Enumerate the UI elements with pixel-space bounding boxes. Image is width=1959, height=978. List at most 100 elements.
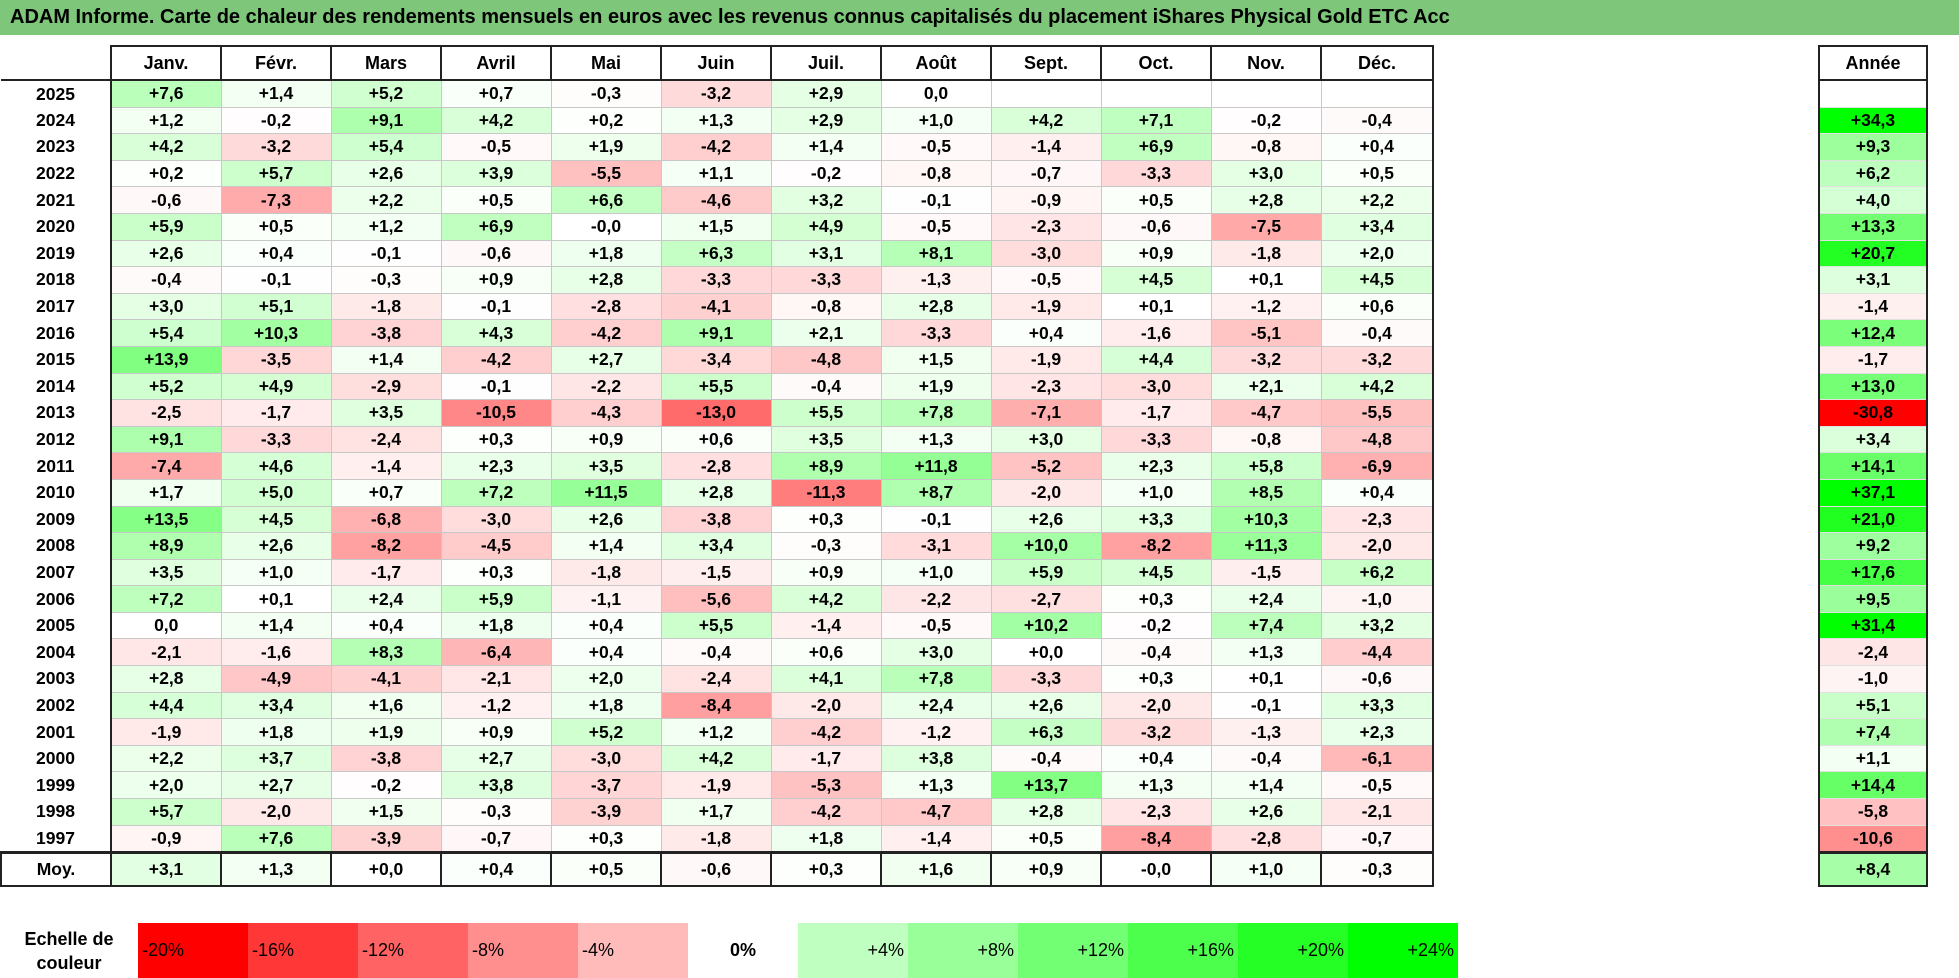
heatmap-cell: +10,3 bbox=[1210, 505, 1322, 534]
month-header: Juin bbox=[660, 45, 772, 81]
heatmap-cell: -7,4 bbox=[110, 452, 222, 480]
heatmap-cell: +4,5 bbox=[220, 505, 332, 534]
heatmap-cell: -3,3 bbox=[1100, 159, 1212, 188]
heatmap-cell: +0,9 bbox=[440, 266, 552, 294]
average-cell: -0,3 bbox=[1320, 851, 1434, 888]
year-row: 2025 +7,6 +1,4 +5,2 +0,7 -0,3 -3,2 +2,9 0,0 bbox=[1, 78, 1434, 108]
heatmap-cell: +2,6 bbox=[990, 505, 1102, 534]
heatmap-cell: -3,0 bbox=[990, 239, 1102, 268]
heatmap-cell: +1,4 bbox=[770, 133, 882, 161]
heatmap-cell: -2,1 bbox=[1320, 798, 1434, 826]
heatmap-cell: +3,5 bbox=[770, 425, 882, 454]
heatmap-cell: +0,5 bbox=[440, 186, 552, 214]
year-label: 2023 bbox=[36, 136, 75, 157]
heatmap-cell: +2,3 bbox=[1320, 718, 1434, 746]
annual-cell: +4,0 bbox=[1818, 186, 1928, 214]
heatmap-cell: +1,3 bbox=[880, 425, 992, 454]
heatmap-cell: -4,2 bbox=[440, 345, 552, 374]
heatmap-cell: -0,5 bbox=[880, 133, 992, 161]
heatmap-cell: -5,6 bbox=[660, 585, 772, 613]
average-cell: -0,0 bbox=[1100, 851, 1212, 888]
heatmap-cell: -1,7 bbox=[1100, 399, 1212, 427]
average-cell: +1,6 bbox=[880, 851, 992, 888]
month-header: Oct. bbox=[1100, 45, 1212, 81]
year-row: 2000 +2,2 +3,7 -3,8 +2,7 -3,0 +4,2 -1,7 +3,8 -0,4… bbox=[1, 744, 1434, 773]
heatmap-cell: -6,8 bbox=[330, 505, 442, 534]
heatmap-cell: +2,8 bbox=[110, 665, 222, 693]
heatmap-cell: +0,4 bbox=[220, 239, 332, 268]
heatmap-cell: +4,2 bbox=[110, 133, 222, 161]
heatmap-cell: +1,0 bbox=[880, 106, 992, 135]
heatmap-cell: -5,2 bbox=[990, 452, 1102, 480]
heatmap-cell: +0,3 bbox=[770, 505, 882, 534]
annual-cell: +9,5 bbox=[1818, 585, 1928, 613]
year-row: 2011 -7,4 +4,6 -1,4 +2,3 +3,5 -2,8 +8,9 +11,8 -5,… bbox=[1, 452, 1434, 480]
heatmap-cell: -0,4 bbox=[1320, 319, 1434, 347]
average-cell: +0,5 bbox=[550, 851, 662, 888]
year-row: 2017 +3,0 +5,1 -1,8 -0,1 -2,8 -4,1 -0,8 +2,8 -1,9… bbox=[1, 292, 1434, 321]
heatmap-cell: -3,2 bbox=[1210, 345, 1322, 374]
heatmap-cell: +1,4 bbox=[220, 78, 332, 108]
year-label: 2022 bbox=[36, 163, 75, 184]
month-header: Déc. bbox=[1320, 45, 1434, 81]
heatmap-cell: -4,7 bbox=[1210, 399, 1322, 427]
heatmap-cell: +0,2 bbox=[110, 159, 222, 188]
heatmap-cell: -3,3 bbox=[1100, 425, 1212, 454]
heatmap-cell: +2,2 bbox=[110, 744, 222, 773]
heatmap-cell: -2,0 bbox=[220, 798, 332, 826]
heatmap-cell: +5,7 bbox=[220, 159, 332, 188]
heatmap-cell: -2,3 bbox=[990, 212, 1102, 241]
annual-column-header: Année bbox=[1818, 45, 1928, 81]
corner-cell bbox=[1, 46, 111, 80]
heatmap-cell: +2,4 bbox=[880, 691, 992, 720]
heatmap-cell: +1,8 bbox=[220, 718, 332, 746]
year-label: 2015 bbox=[36, 349, 75, 370]
heatmap-cell: -7,3 bbox=[220, 186, 332, 214]
heatmap-cell: +3,1 bbox=[770, 239, 882, 268]
heatmap-cell: -0,7 bbox=[440, 824, 552, 854]
heatmap-cell: -0,2 bbox=[220, 106, 332, 135]
year-label: 1998 bbox=[36, 801, 75, 822]
year-row: 2006 +7,2 +0,1 +2,4 +5,9 -1,1 -5,6 +4,2 -2,2 -2,7… bbox=[1, 585, 1434, 613]
heatmap-cell: -1,2 bbox=[440, 691, 552, 720]
heatmap-cell: +0,6 bbox=[1320, 292, 1434, 321]
heatmap-cell: +1,3 bbox=[1210, 638, 1322, 667]
year-row: 2020 +5,9 +0,5 +1,2 +6,9 -0,0 +1,5 +4,9 -0,5 -2,3… bbox=[1, 212, 1434, 241]
heatmap-cell: -0,5 bbox=[880, 212, 992, 241]
heatmap-cell: -0,4 bbox=[1320, 106, 1434, 135]
average-cell: +1,0 bbox=[1210, 851, 1322, 888]
annual-cell: +17,6 bbox=[1818, 559, 1928, 587]
heatmap-cell: -1,6 bbox=[220, 638, 332, 667]
heatmap-cell: +2,6 bbox=[990, 691, 1102, 720]
color-scale-legend: Echelle de couleur -20% -16% -12% -8% -4% 0% +… bbox=[0, 923, 1790, 978]
heatmap-cell: -3,3 bbox=[880, 319, 992, 347]
annual-cell: +3,1 bbox=[1818, 266, 1928, 294]
annual-cell: +34,3 bbox=[1818, 107, 1928, 135]
heatmap-cell: -1,8 bbox=[660, 824, 772, 854]
year-row: 2007 +3,5 +1,0 -1,7 +0,3 -1,8 -1,5 +0,9 +1,0 +5,9… bbox=[1, 558, 1434, 587]
heatmap-cell: -1,7 bbox=[330, 558, 442, 587]
heatmap-cell: +1,2 bbox=[330, 212, 442, 241]
heatmap-cell: +0,1 bbox=[1100, 292, 1212, 321]
heatmap-cell: +5,2 bbox=[330, 78, 442, 108]
heatmap-cell: +5,5 bbox=[660, 372, 772, 401]
heatmap-cell: -2,3 bbox=[990, 372, 1102, 401]
heatmap-cell bbox=[1320, 78, 1434, 108]
heatmap-cell: +1,4 bbox=[330, 345, 442, 374]
annual-cell: +14,1 bbox=[1818, 452, 1928, 480]
heatmap-cell: -0,6 bbox=[1100, 212, 1212, 241]
year-label: 2021 bbox=[36, 189, 75, 210]
heatmap-cell: +1,3 bbox=[660, 106, 772, 135]
heatmap-cell: -0,6 bbox=[110, 186, 222, 214]
heatmap-cell: +13,9 bbox=[110, 345, 222, 374]
year-row: 2012 +9,1 -3,3 -2,4 +0,3 +0,9 +0,6 +3,5 +1,3 +3,0… bbox=[1, 425, 1434, 454]
heatmap-cell: -4,2 bbox=[770, 798, 882, 826]
annual-cell: +14,4 bbox=[1818, 771, 1928, 800]
heatmap-cell: +3,5 bbox=[330, 399, 442, 427]
heatmap-cell: +6,3 bbox=[660, 239, 772, 268]
heatmap-cell: -4,1 bbox=[660, 292, 772, 321]
heatmap-cell: +2,1 bbox=[1210, 372, 1322, 401]
heatmap-cell: +7,8 bbox=[880, 665, 992, 693]
heatmap-cell: +3,4 bbox=[220, 691, 332, 720]
average-cell: +3,1 bbox=[110, 851, 222, 888]
